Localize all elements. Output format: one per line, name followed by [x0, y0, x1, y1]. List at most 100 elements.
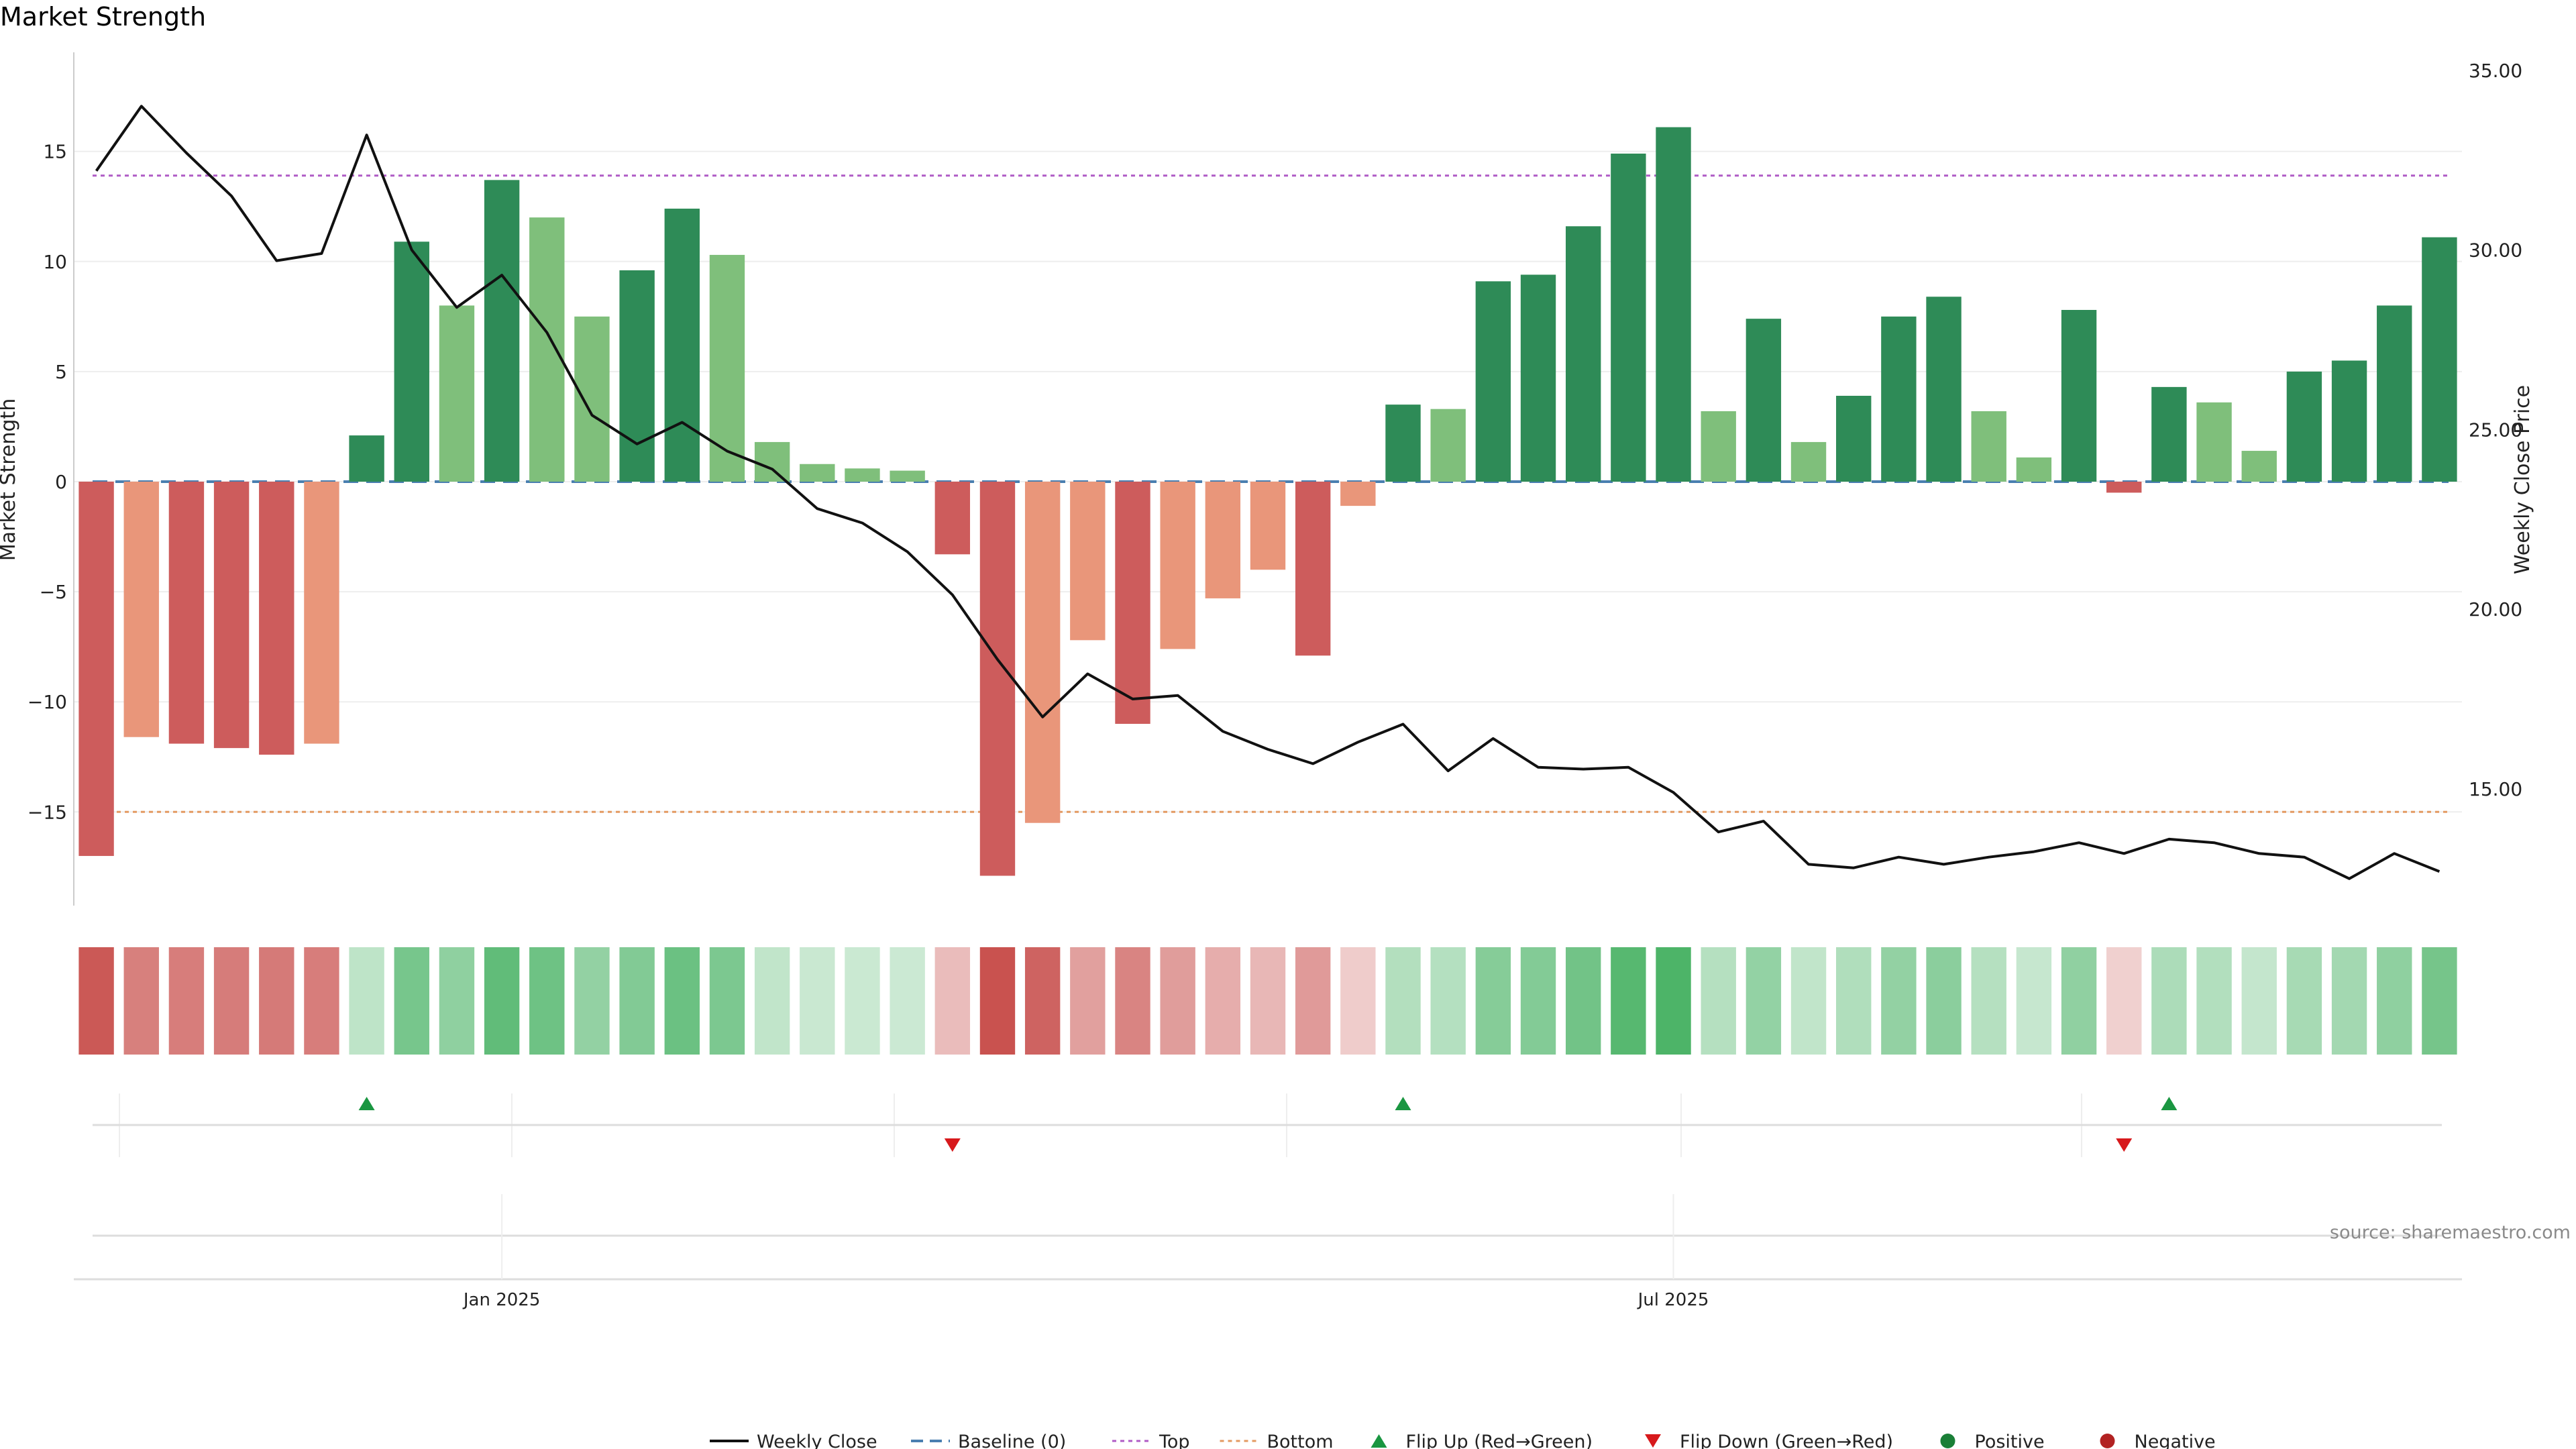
heat-cell-6	[349, 947, 384, 1055]
flip-up-marker-1	[1395, 1097, 1411, 1110]
flip-marker-panel	[93, 1093, 2442, 1157]
legend-item-6: Positive	[1940, 1432, 2045, 1449]
legend-item-4: Flip Up (Red→Green)	[1371, 1432, 1593, 1449]
weekly-close-series	[95, 105, 2440, 880]
legend-label-4: Flip Up (Red→Green)	[1406, 1432, 1593, 1449]
heat-cell-15	[754, 947, 790, 1055]
strength-bar-25	[1205, 482, 1241, 598]
legend-label-1: Baseline (0)	[958, 1432, 1066, 1449]
heat-cell-40	[1881, 947, 1917, 1055]
legend-item-7: Negative	[2100, 1432, 2216, 1449]
heat-cell-11	[574, 947, 610, 1055]
strength-bar-4	[259, 482, 294, 755]
heat-cell-46	[2151, 947, 2187, 1055]
strength-bar-38	[1790, 441, 1827, 482]
strength-bar-45	[2106, 482, 2142, 493]
heat-cell-17	[845, 947, 880, 1055]
left-tick-label-6: −15	[28, 801, 67, 823]
strength-bar-2	[168, 482, 205, 744]
legend-label-5: Flip Down (Green→Red)	[1680, 1432, 1893, 1449]
legend-swatch-4	[1371, 1434, 1387, 1448]
heat-cell-1	[123, 947, 159, 1055]
heat-cell-48	[2241, 947, 2277, 1055]
heat-cell-22	[1070, 947, 1106, 1055]
heat-cell-14	[709, 947, 745, 1055]
strength-bar-10	[529, 217, 565, 482]
legend-swatch-6	[1940, 1434, 1955, 1448]
strength-bar-8	[439, 305, 475, 482]
x-tick-label-0: Jan 2025	[462, 1290, 541, 1310]
weekly-close-line	[95, 105, 2440, 880]
right-tick-label-0: 35.00	[2469, 60, 2522, 82]
heat-cell-8	[439, 947, 475, 1055]
left-axis-label: Market Strength	[0, 398, 20, 561]
strength-bar-42	[1971, 411, 2006, 482]
right-tick-label-2: 25.00	[2469, 419, 2522, 441]
strength-bar-17	[845, 468, 880, 482]
strength-bar-35	[1656, 127, 1691, 482]
legend-item-2: Top	[1112, 1432, 1190, 1449]
heat-cell-49	[2286, 947, 2322, 1055]
heat-cell-26	[1250, 947, 1286, 1055]
x-axis: Jan 2025 Jul 2025	[74, 1194, 2462, 1310]
right-tick-label-1: 30.00	[2469, 239, 2522, 262]
strength-bar-24	[1160, 482, 1195, 649]
heat-cell-47	[2196, 947, 2232, 1055]
heat-cell-19	[934, 947, 971, 1055]
legend-label-7: Negative	[2135, 1432, 2216, 1449]
right-axis-label: Weekly Close Price	[2511, 385, 2534, 574]
legend-label-3: Bottom	[1267, 1432, 1334, 1449]
strength-bar-22	[1070, 482, 1106, 641]
heat-cell-43	[2016, 947, 2052, 1055]
heat-cell-32	[1520, 947, 1556, 1055]
strength-bar-32	[1520, 274, 1556, 482]
flip-up-marker-2	[2161, 1097, 2178, 1110]
heat-cell-31	[1475, 947, 1511, 1055]
strength-bar-9	[484, 180, 520, 482]
heat-cell-29	[1385, 947, 1421, 1055]
chart-title: Market Strength	[0, 2, 206, 32]
heat-cell-18	[890, 947, 925, 1055]
strength-bar-26	[1250, 482, 1286, 570]
strength-bar-43	[2016, 457, 2052, 482]
heat-cell-41	[1926, 947, 1962, 1055]
legend-item-5: Flip Down (Green→Red)	[1645, 1432, 1893, 1449]
strength-bar-46	[2151, 386, 2187, 482]
legend-item-3: Bottom	[1220, 1432, 1334, 1449]
heat-cell-3	[213, 947, 250, 1055]
heat-cell-16	[800, 947, 835, 1055]
strength-bar-40	[1881, 316, 1917, 482]
heat-cell-7	[394, 947, 429, 1055]
heat-cell-35	[1656, 947, 1691, 1055]
strength-bar-50	[2331, 360, 2367, 482]
heat-cell-30	[1430, 947, 1466, 1055]
strength-bar-12	[619, 270, 655, 482]
legend: Weekly Close Baseline (0) Top Bottom Flip Up…	[710, 1432, 2216, 1449]
legend-swatch-7	[2100, 1434, 2115, 1448]
strength-bar-7	[394, 241, 429, 482]
strength-bar-18	[890, 470, 925, 482]
strength-bar-48	[2241, 451, 2277, 482]
heat-cell-34	[1611, 947, 1646, 1055]
heat-cell-50	[2331, 947, 2367, 1055]
strength-bar-29	[1385, 405, 1421, 482]
strength-bars	[78, 127, 2457, 876]
strength-bar-13	[664, 209, 700, 482]
legend-item-0: Weekly Close	[710, 1432, 877, 1449]
heat-cell-2	[168, 947, 205, 1055]
strength-bar-11	[574, 316, 610, 482]
left-tick-label-1: 10	[43, 251, 67, 273]
heat-cell-12	[619, 947, 655, 1055]
strength-bar-37	[1746, 319, 1782, 482]
strength-bar-15	[754, 441, 790, 482]
strength-bar-39	[1836, 396, 1872, 482]
heat-cell-37	[1746, 947, 1782, 1055]
strength-bar-16	[800, 464, 835, 482]
strength-bar-49	[2286, 371, 2322, 482]
left-tick-label-0: 15	[43, 141, 67, 163]
legend-swatch-5	[1645, 1434, 1661, 1448]
strength-bar-41	[1926, 297, 1962, 482]
strength-bar-14	[709, 254, 745, 482]
heat-cell-13	[664, 947, 700, 1055]
